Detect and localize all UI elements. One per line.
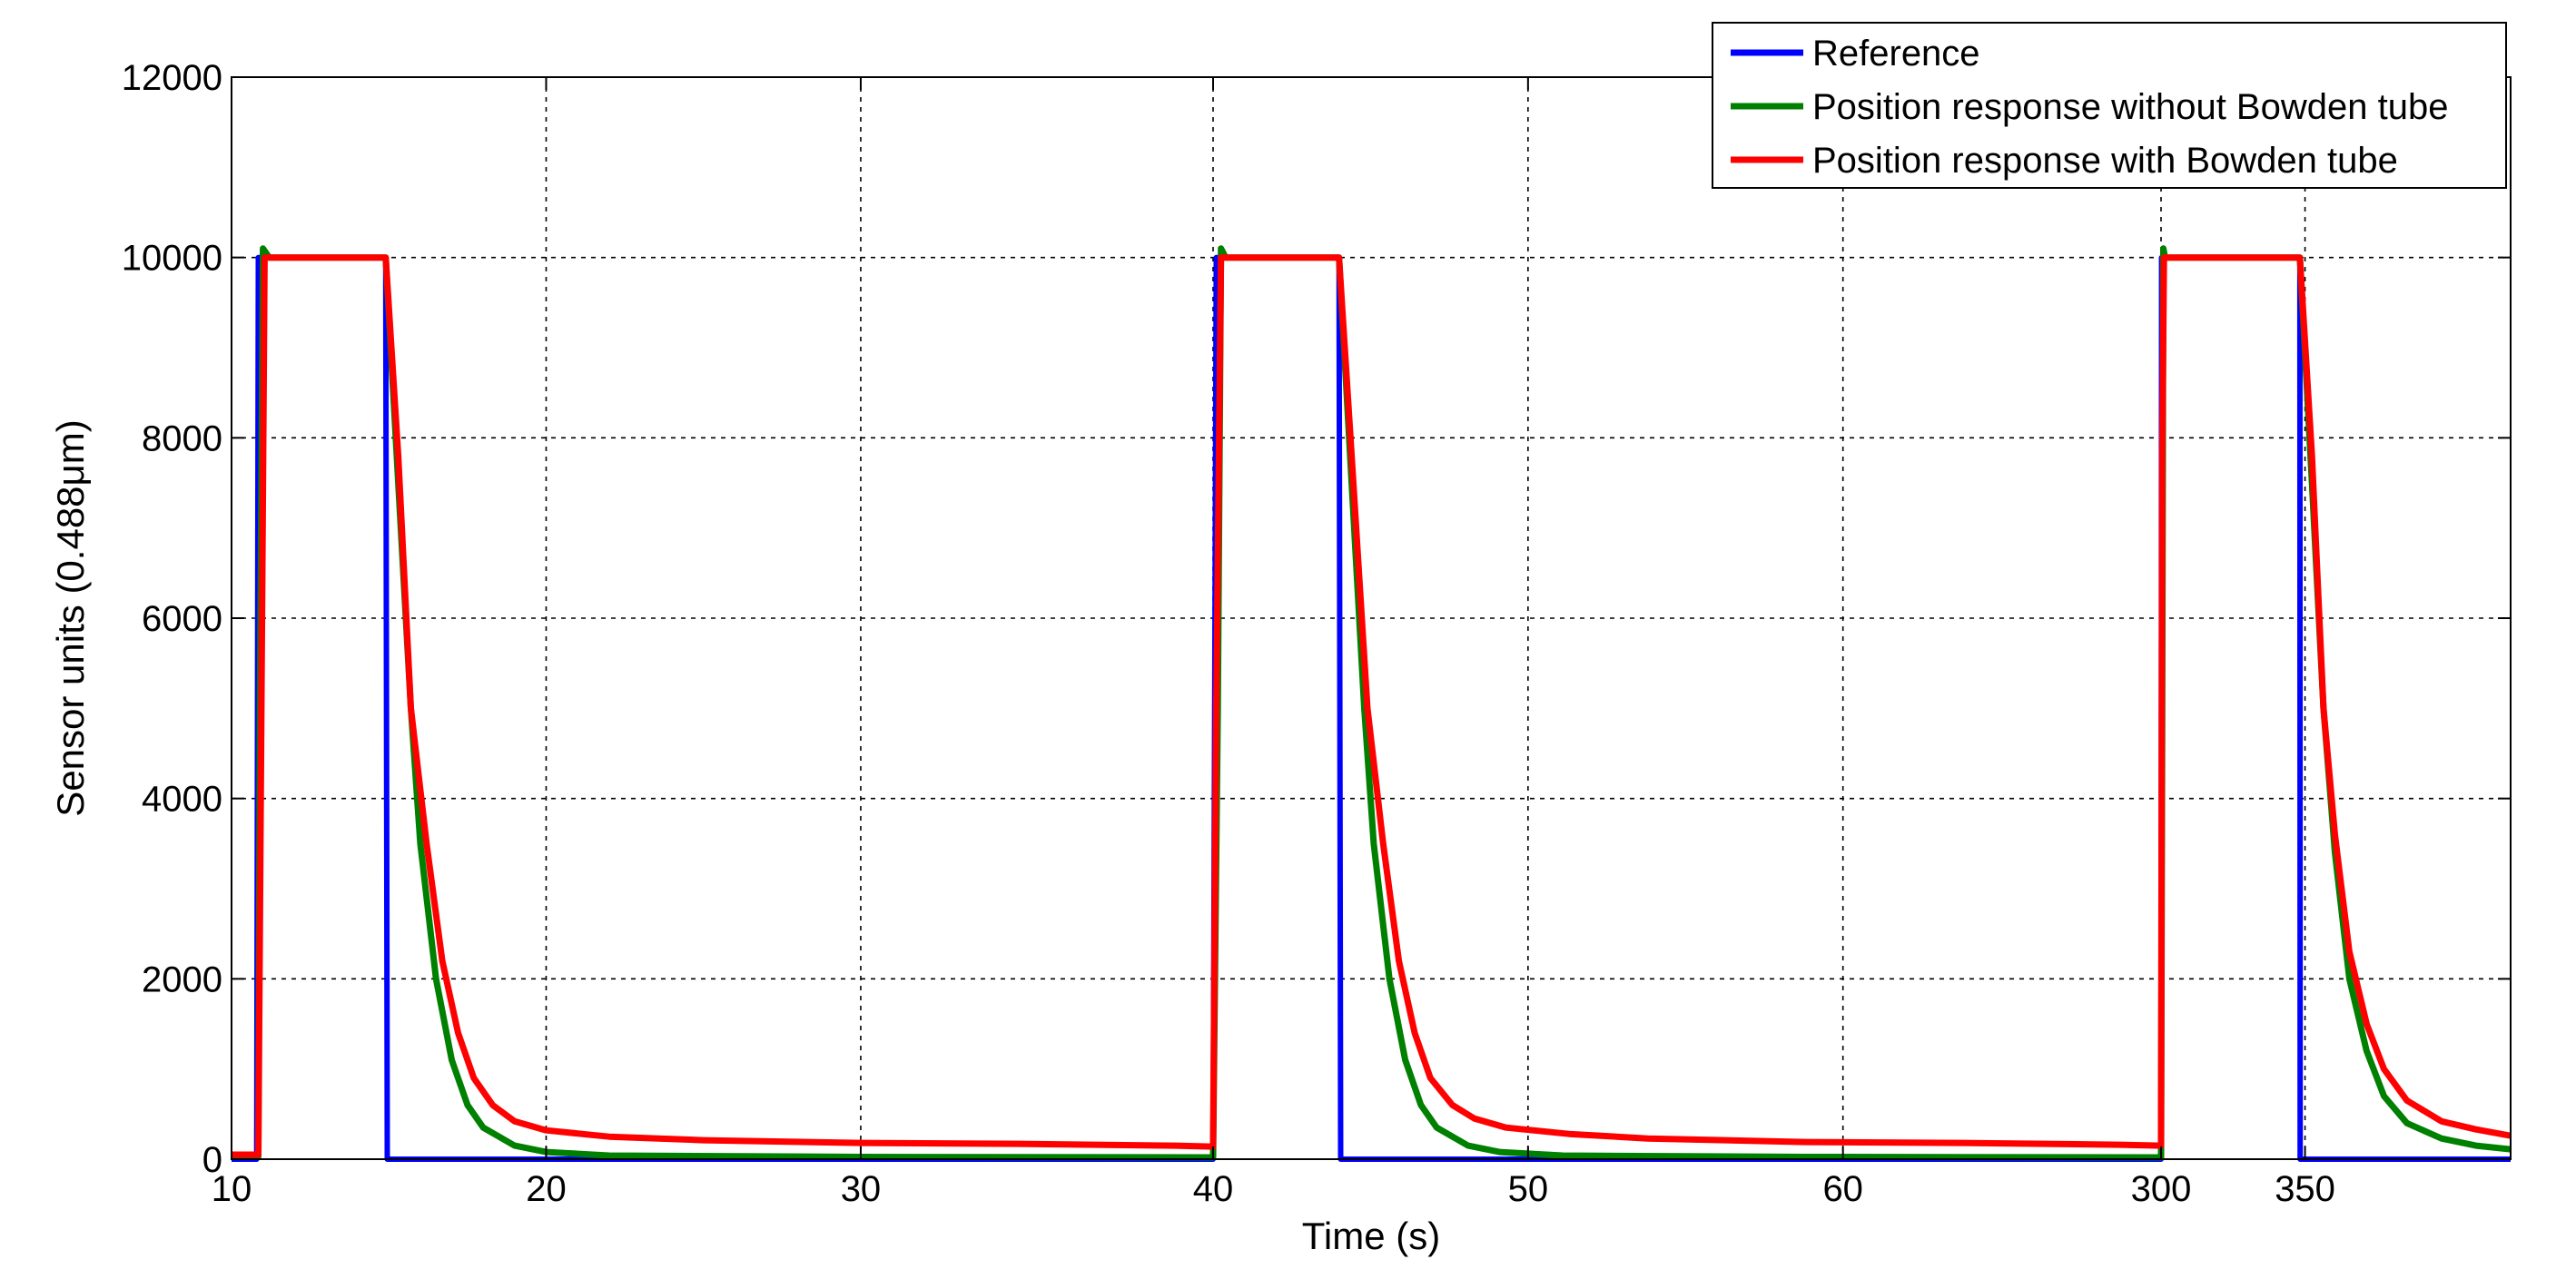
y-tick-label: 6000 [142,599,222,639]
series-line-2 [232,254,2512,1158]
y-tick-label: 12000 [122,58,222,98]
legend-label-1: Position response without Bowden tube [1812,87,2448,127]
x-tick-label: 20 [526,1169,567,1209]
y-tick-label: 0 [202,1140,222,1180]
y-axis-title: Sensor units (0.488μm) [49,419,92,816]
x-tick-label: 300 [2131,1169,2192,1209]
ticks: 0 2000 4000 6000 8000 10000 12000 10 20 30 40 50 60 3… [122,58,2511,1209]
x-axis-title: Time (s) [1302,1215,1440,1257]
legend-label-0: Reference [1812,34,1980,74]
series-layer [232,245,2512,1162]
x-tick-label: 10 [212,1169,252,1209]
legend-box [1712,22,2507,189]
y-tick-label: 4000 [142,780,222,820]
y-tick-label: 8000 [142,418,222,458]
y-tick-label: 10000 [122,239,222,279]
y-tick-label: 2000 [142,959,222,999]
x-tick-label: 30 [841,1169,882,1209]
x-tick-label: 40 [1193,1169,1234,1209]
x-tick-label: 350 [2275,1169,2335,1209]
x-tick-label: 60 [1822,1169,1863,1209]
legend: Reference Position response without Bowde… [1712,22,2507,189]
legend-label-2: Position response with Bowden tube [1812,141,2398,181]
x-tick-label: 50 [1508,1169,1549,1209]
